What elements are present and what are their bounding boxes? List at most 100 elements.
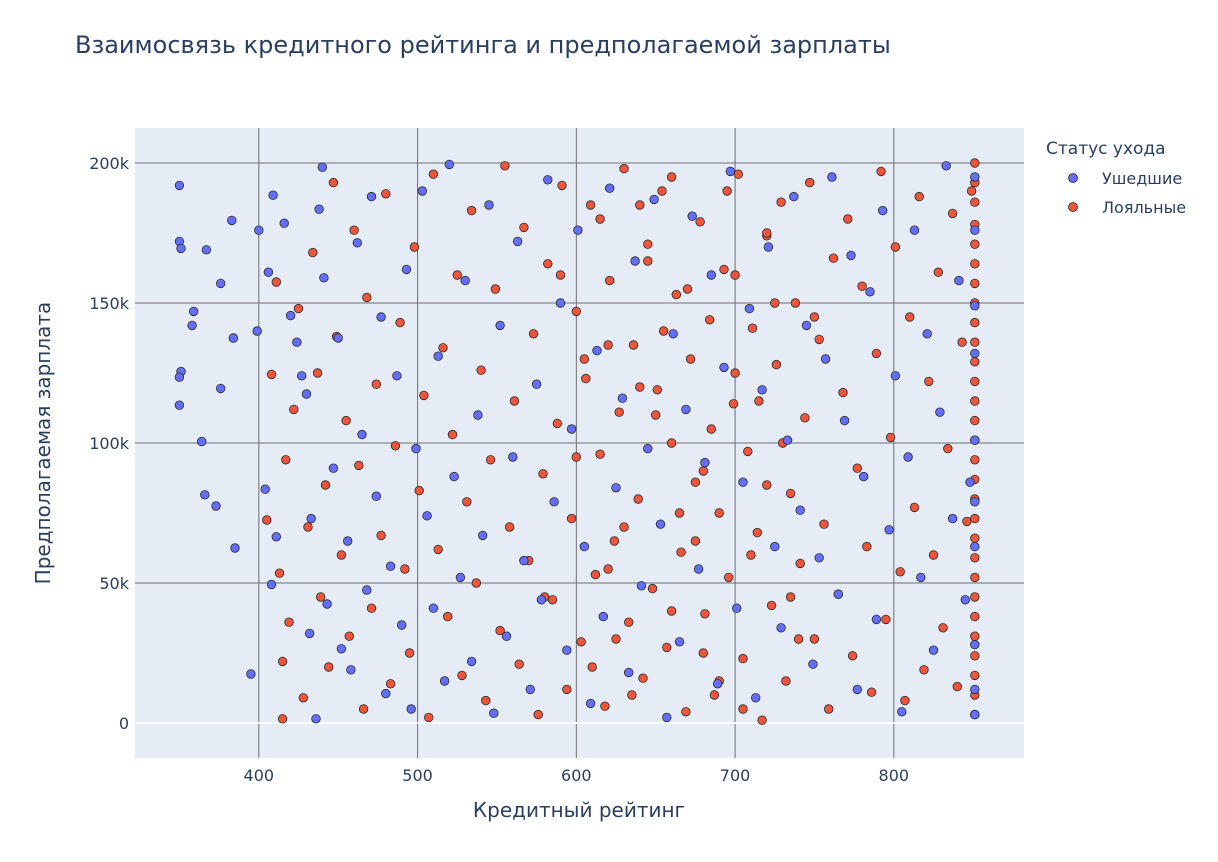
scatter-point <box>725 166 736 177</box>
scatter-point <box>709 690 720 700</box>
scatter-point <box>605 183 615 193</box>
scatter-point <box>752 527 763 538</box>
scatter-point <box>414 485 424 496</box>
x-axis-ticks: 400 500 600 700 800 <box>244 766 910 785</box>
scatter-point <box>174 400 185 410</box>
scatter-point <box>693 564 704 574</box>
scatter-point <box>484 200 494 210</box>
scatter-point <box>970 670 980 681</box>
scatter-point <box>609 536 620 546</box>
scatter-point <box>576 637 586 647</box>
scatter-point <box>262 515 272 525</box>
scatter-point <box>495 625 505 636</box>
scatter-point <box>866 687 877 697</box>
scatter-point <box>428 169 439 179</box>
scatter-point <box>358 704 369 714</box>
scatter-point <box>970 455 980 465</box>
scatter-point <box>655 519 666 529</box>
scatter-point <box>724 572 734 583</box>
x-tick-label: 400 <box>244 766 275 785</box>
scatter-point <box>449 471 459 482</box>
scatter-point <box>485 455 496 465</box>
scatter-point <box>381 688 391 699</box>
scatter-point <box>328 463 339 473</box>
x-tick-label: 600 <box>561 766 592 785</box>
scatter-point <box>174 372 185 382</box>
scatter-point <box>916 572 926 583</box>
scatter-point <box>336 644 347 654</box>
scatter-point <box>843 214 853 224</box>
scatter-point <box>455 572 466 583</box>
scatter-point <box>757 715 767 725</box>
scatter-point <box>919 665 929 675</box>
scatter-point <box>903 452 913 462</box>
scatter-point <box>187 320 197 331</box>
scatter-point <box>776 197 786 207</box>
scatter-point <box>970 611 980 622</box>
scatter-point <box>284 617 294 627</box>
scatter-point <box>970 197 980 207</box>
x-axis-title: Кредитный рейтинг <box>473 798 685 822</box>
scatter-point <box>628 340 639 350</box>
scatter-point <box>706 270 717 280</box>
scatter-point <box>579 354 590 364</box>
scatter-point <box>970 435 980 445</box>
legend-label: Лояльные <box>1102 198 1186 217</box>
scatter-point <box>478 530 488 541</box>
scatter-point <box>311 714 321 724</box>
scatter-point <box>781 676 791 686</box>
scatter-point <box>970 357 980 367</box>
scatter-point <box>603 340 613 350</box>
scatter-point <box>970 553 980 563</box>
scatter-point <box>738 477 748 487</box>
scatter-point <box>744 303 755 314</box>
scatter-point <box>460 275 470 286</box>
legend-label: Ушедшие <box>1102 169 1182 188</box>
scatter-point <box>785 488 796 499</box>
scatter-point <box>924 376 934 387</box>
scatter-point <box>743 446 753 457</box>
scatter-point <box>657 186 667 196</box>
scatter-point <box>698 466 709 476</box>
scatter-point <box>712 679 723 689</box>
scatter-point <box>824 704 834 714</box>
scatter-point <box>878 205 888 216</box>
scatter-point <box>406 704 416 714</box>
scatter-point <box>595 449 605 459</box>
scatter-point <box>466 205 477 216</box>
scatter-point <box>490 284 501 294</box>
scatter-point <box>695 217 705 227</box>
scatter-point <box>960 595 971 605</box>
scatter-point <box>820 354 831 364</box>
scatter-point <box>509 396 520 406</box>
scatter-point <box>687 211 697 221</box>
scatter-point <box>357 429 367 440</box>
scatter-point <box>547 595 558 605</box>
scatter-point <box>328 177 339 188</box>
scatter-point <box>260 484 270 494</box>
scatter-point <box>970 239 980 249</box>
scatter-point <box>957 337 967 347</box>
scatter-point <box>890 242 901 252</box>
legend[interactable]: Статус ухода Ушедшие Лояльные <box>1046 139 1186 217</box>
y-axis-ticks: 0 50k 100k 150k 200k <box>89 154 130 733</box>
scatter-point <box>943 443 953 454</box>
scatter-point <box>630 256 640 266</box>
scatter-point <box>762 480 772 490</box>
scatter-point <box>471 578 482 588</box>
scatter-point <box>304 628 315 639</box>
scatter-point <box>581 373 591 384</box>
scatter-point <box>705 315 715 325</box>
scatter-point <box>614 407 624 417</box>
scatter-point <box>603 564 613 574</box>
scatter-point <box>579 541 590 552</box>
scatter-point <box>954 275 964 286</box>
scatter-point <box>732 603 742 613</box>
y-axis-title: Предполагаемая зарплата <box>31 302 55 585</box>
scatter-point <box>771 359 782 370</box>
scatter-point <box>970 709 980 720</box>
scatter-point <box>404 648 415 658</box>
scatter-point <box>301 389 312 399</box>
scatter-point <box>419 390 429 401</box>
y-tick-label: 200k <box>89 154 130 173</box>
